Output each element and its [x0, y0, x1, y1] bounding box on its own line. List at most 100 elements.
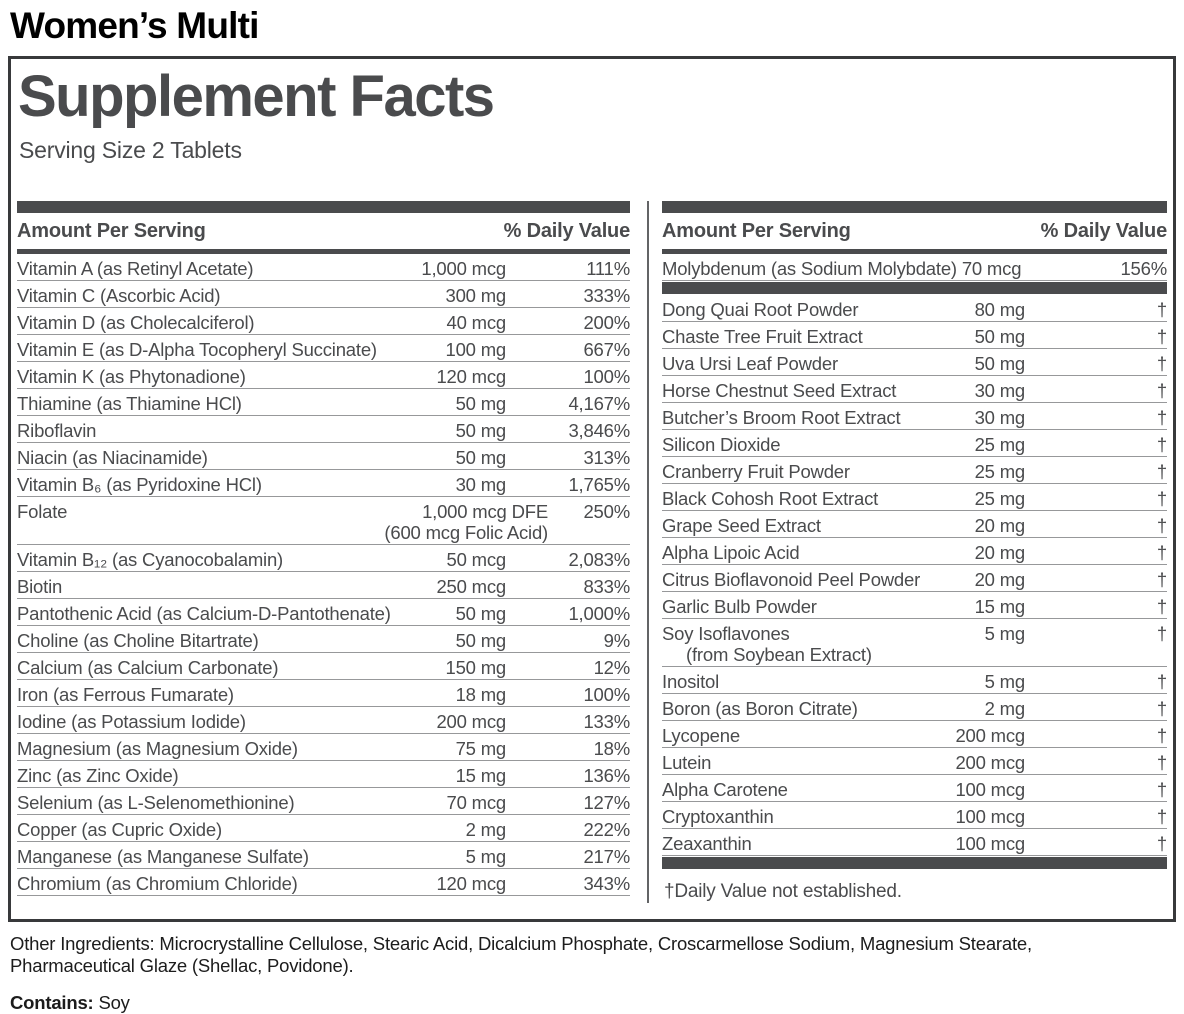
table-row: Inositol 5 mg †	[662, 667, 1167, 694]
ingredient-daily-value: †	[1156, 352, 1167, 374]
ingredient-name: Vitamin E (as D-Alpha Tocopheryl Succina…	[17, 338, 377, 360]
ingredient-name: Vitamin A (as Retinyl Acetate)	[17, 257, 254, 279]
ingredient-amount: 50 mg	[455, 446, 507, 468]
ingredient-name: Chaste Tree Fruit Extract	[662, 325, 863, 347]
column-header-left: Amount Per Serving % Daily Value	[17, 213, 630, 254]
ingredient-daily-value: 343%	[583, 872, 630, 894]
ingredient-daily-value: †	[1156, 514, 1167, 536]
ingredient-amount: 25 mg	[974, 487, 1026, 509]
ingredient-name: Iron (as Ferrous Fumarate)	[17, 683, 234, 705]
ingredient-amount: 30 mg	[974, 379, 1026, 401]
table-row: Silicon Dioxide 25 mg †	[662, 430, 1167, 457]
table-row: Dong Quai Root Powder 80 mg †	[662, 295, 1167, 322]
ingredient-amount: 50 mg	[455, 629, 507, 651]
table-row: Horse Chestnut Seed Extract 30 mg †	[662, 376, 1167, 403]
ingredient-name: Folate	[17, 500, 68, 522]
ingredient-amount: 100 mcg	[955, 832, 1025, 854]
contains-statement: Contains: Soy	[10, 992, 1176, 1014]
table-row: Zinc (as Zinc Oxide) 15 mg 136%	[17, 761, 630, 788]
ingredient-amount: 1,000 mcg	[421, 257, 506, 279]
ingredient-daily-value: †	[1156, 406, 1167, 428]
ingredient-daily-value: 833%	[583, 575, 630, 597]
table-row: Vitamin B₆ (as Pyridoxine HCl) 30 mg 1,765…	[17, 470, 630, 497]
ingredient-name: Lycopene	[662, 724, 740, 746]
nutrient-rows-left: Vitamin A (as Retinyl Acetate) 1,000 mcg 1…	[17, 254, 630, 896]
nutrient-table-left: Amount Per Serving % Daily Value Vitamin…	[17, 200, 630, 903]
ingredient-daily-value: 250%	[583, 500, 630, 522]
table-row: Thiamine (as Thiamine HCl) 50 mg 4,167%	[17, 389, 630, 416]
ingredient-name: Vitamin B₆ (as Pyridoxine HCl)	[17, 473, 262, 495]
ingredient-daily-value: 217%	[583, 845, 630, 867]
table-row: Cryptoxanthin 100 mcg †	[662, 802, 1167, 829]
ingredient-amount: 1,000 mcg DFE (600 mcg Folic Acid)	[384, 500, 548, 543]
ingredient-amount: 50 mg	[974, 325, 1026, 347]
ingredient-name: Cranberry Fruit Powder	[662, 460, 850, 482]
table-row: Vitamin D (as Cholecalciferol) 40 mcg 200%	[17, 308, 630, 335]
ingredient-daily-value: 9%	[603, 629, 631, 651]
column-header-right: Amount Per Serving % Daily Value	[662, 213, 1167, 254]
column-divider	[647, 200, 649, 903]
ingredient-daily-value: 200%	[583, 311, 630, 333]
table-row: Vitamin E (as D-Alpha Tocopheryl Succina…	[17, 335, 630, 362]
ingredient-daily-value: †	[1156, 568, 1167, 590]
ingredient-amount: 25 mg	[974, 433, 1026, 455]
table-row: Uva Ursi Leaf Powder 50 mg †	[662, 349, 1167, 376]
ingredient-amount: 5 mg	[984, 622, 1026, 644]
ingredient-daily-value: 18%	[593, 737, 631, 759]
ingredient-amount: 20 mg	[974, 568, 1026, 590]
ingredient-name: Boron (as Boron Citrate)	[662, 697, 858, 719]
ingredient-amount: 15 mg	[974, 595, 1026, 617]
ingredient-daily-value: †	[1156, 298, 1167, 320]
ingredient-name: Soy Isoflavones (from Soybean Extract)	[662, 623, 985, 665]
ingredient-daily-value: 127%	[583, 791, 630, 813]
table-row: Lycopene 200 mcg †	[662, 721, 1167, 748]
ingredient-daily-value: †	[1156, 325, 1167, 347]
ingredient-name: Chromium (as Chromium Chloride)	[17, 872, 298, 894]
ingredient-daily-value: 4,167%	[568, 392, 630, 414]
ingredient-amount: 250 mcg	[436, 575, 506, 597]
table-row: Biotin 250 mcg 833%	[17, 572, 630, 599]
ingredient-daily-value: 100%	[583, 365, 630, 387]
ingredient-amount: 50 mg	[455, 602, 507, 624]
ingredient-daily-value: †	[1156, 751, 1167, 773]
ingredient-name: Butcher’s Broom Root Extract	[662, 406, 901, 428]
table-row: Grape Seed Extract 20 mg †	[662, 511, 1167, 538]
daily-value-header-label: % Daily Value	[1040, 219, 1168, 242]
table-row: Riboflavin 50 mg 3,846%	[17, 416, 630, 443]
table-row: Copper (as Cupric Oxide) 2 mg 222%	[17, 815, 630, 842]
ingredient-amount: 2 mg	[984, 697, 1026, 719]
ingredient-name: Vitamin D (as Cholecalciferol)	[17, 311, 255, 333]
ingredient-daily-value: 156%	[1120, 257, 1167, 279]
table-row: Alpha Lipoic Acid 20 mg †	[662, 538, 1167, 565]
ingredient-daily-value: †	[1156, 541, 1167, 563]
ingredient-amount: 50 mg	[974, 352, 1026, 374]
contains-text: Soy	[93, 991, 130, 1013]
amount-header-label: Amount Per Serving	[17, 219, 206, 242]
ingredient-daily-value: †	[1156, 697, 1167, 719]
nutrient-rows-right-top: Molybdenum (as Sodium Molybdate) 70 mcg 1…	[662, 254, 1167, 281]
facts-columns: Amount Per Serving % Daily Value Vitamin…	[17, 200, 1167, 903]
ingredient-amount: 50 mcg	[446, 548, 507, 570]
table-row: Citrus Bioflavonoid Peel Powder 20 mg †	[662, 565, 1167, 592]
ingredient-daily-value: †	[1156, 595, 1167, 617]
supplement-facts-panel: Supplement Facts Serving Size 2 Tablets …	[8, 55, 1176, 922]
ingredient-daily-value: 100%	[583, 683, 630, 705]
ingredient-name: Niacin (as Niacinamide)	[17, 446, 208, 468]
ingredient-daily-value: †	[1156, 805, 1167, 827]
ingredient-name: Riboflavin	[17, 419, 97, 441]
table-row: Niacin (as Niacinamide) 50 mg 313%	[17, 443, 630, 470]
ingredient-daily-value: †	[1156, 724, 1167, 746]
separator-bar	[662, 281, 1167, 294]
ingredient-daily-value: 333%	[583, 284, 630, 306]
ingredient-amount: 100 mg	[445, 338, 506, 360]
ingredient-daily-value: 1,765%	[568, 473, 630, 495]
table-row: Butcher’s Broom Root Extract 30 mg †	[662, 403, 1167, 430]
table-row: Chromium (as Chromium Chloride) 120 mcg 34…	[17, 869, 630, 896]
ingredient-name: Lutein	[662, 751, 712, 773]
ingredient-name: Dong Quai Root Powder	[662, 298, 859, 320]
ingredient-name: Magnesium (as Magnesium Oxide)	[17, 737, 298, 759]
other-ingredients-label: Other Ingredients:	[10, 932, 155, 954]
ingredient-amount: 40 mcg	[446, 311, 507, 333]
ingredient-daily-value: 222%	[583, 818, 630, 840]
table-row: Iron (as Ferrous Fumarate) 18 mg 100%	[17, 680, 630, 707]
